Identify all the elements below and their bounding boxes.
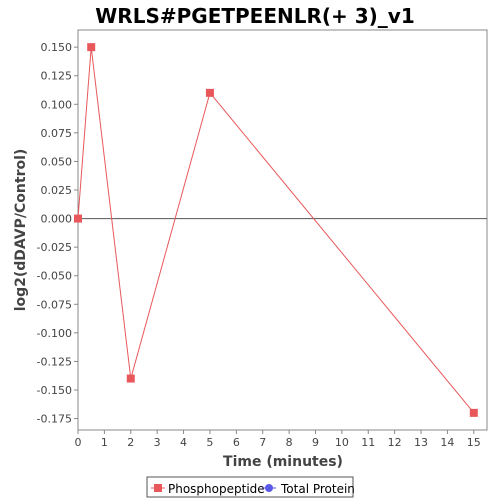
x-tick-label: 6 bbox=[233, 436, 240, 449]
data-point-phosphopeptide bbox=[74, 214, 82, 223]
x-tick-label: 8 bbox=[286, 436, 293, 449]
y-tick-label: -0.125 bbox=[37, 355, 72, 368]
x-axis-label: Time (minutes) bbox=[223, 454, 343, 470]
x-tick-label: 1 bbox=[101, 436, 108, 449]
x-tick-label: 3 bbox=[154, 436, 161, 449]
x-tick-label: 0 bbox=[75, 436, 82, 449]
y-tick-label: -0.150 bbox=[37, 384, 72, 397]
x-tick-label: 10 bbox=[335, 436, 349, 449]
y-tick-label: 0.075 bbox=[41, 127, 73, 140]
plot-frame bbox=[77, 29, 488, 431]
legend-box bbox=[146, 476, 354, 498]
y-tick-label: -0.075 bbox=[37, 298, 72, 311]
y-axis: 0.150 0.125 0.100 0.075 0.050 0.025 0.000 -0.02… bbox=[37, 41, 78, 426]
y-tick-label: 0.125 bbox=[41, 70, 73, 83]
legend: Phosphopeptide Total Protein bbox=[146, 476, 355, 498]
x-tick-label: 14 bbox=[440, 436, 454, 449]
y-tick-label: -0.050 bbox=[37, 270, 72, 283]
legend-label-total-protein: Total Protein bbox=[280, 482, 355, 496]
x-tick-label: 15 bbox=[467, 436, 481, 449]
y-tick-label: 0.000 bbox=[41, 213, 73, 226]
x-tick-label: 11 bbox=[361, 436, 375, 449]
x-tick-label: 5 bbox=[206, 436, 213, 449]
legend-item-total-protein: Total Protein bbox=[262, 482, 355, 496]
y-tick-label: -0.025 bbox=[37, 241, 72, 254]
plot-area: 0.150 0.125 0.100 0.075 0.050 0.025 0.000 -0.02… bbox=[37, 29, 488, 449]
legend-item-phosphopeptide: Phosphopeptide bbox=[151, 482, 265, 496]
legend-marker-phosphopeptide bbox=[154, 484, 162, 492]
x-tick-label: 9 bbox=[312, 436, 319, 449]
data-point-phosphopeptide bbox=[205, 88, 214, 97]
chart-title: WRLS#PGETPEENLR(+ 3)_v1 bbox=[95, 4, 414, 28]
y-tick-label: -0.175 bbox=[37, 413, 72, 426]
y-tick-label: 0.025 bbox=[41, 184, 73, 197]
x-tick-label: 2 bbox=[127, 436, 134, 449]
data-point-phosphopeptide bbox=[87, 43, 96, 52]
y-tick-label: 0.050 bbox=[41, 155, 73, 168]
x-tick-label: 12 bbox=[388, 436, 402, 449]
legend-label-phosphopeptide: Phosphopeptide bbox=[168, 482, 265, 496]
y-tick-label: 0.150 bbox=[41, 41, 73, 54]
data-point-phosphopeptide bbox=[469, 408, 478, 417]
y-axis-label: log2(dDAVP/Control) bbox=[13, 149, 29, 312]
y-tick-label: -0.100 bbox=[37, 327, 72, 340]
x-axis: 0 1 2 3 4 5 6 7 8 9 10 11 12 13 14 15 bbox=[75, 430, 481, 449]
legend-marker-total-protein bbox=[265, 484, 273, 492]
x-tick-label: 13 bbox=[414, 436, 428, 449]
y-tick-label: 0.100 bbox=[41, 98, 73, 111]
data-point-phosphopeptide bbox=[126, 374, 135, 383]
series-layer bbox=[74, 43, 478, 417]
x-tick-label: 7 bbox=[259, 436, 266, 449]
x-tick-label: 4 bbox=[180, 436, 187, 449]
